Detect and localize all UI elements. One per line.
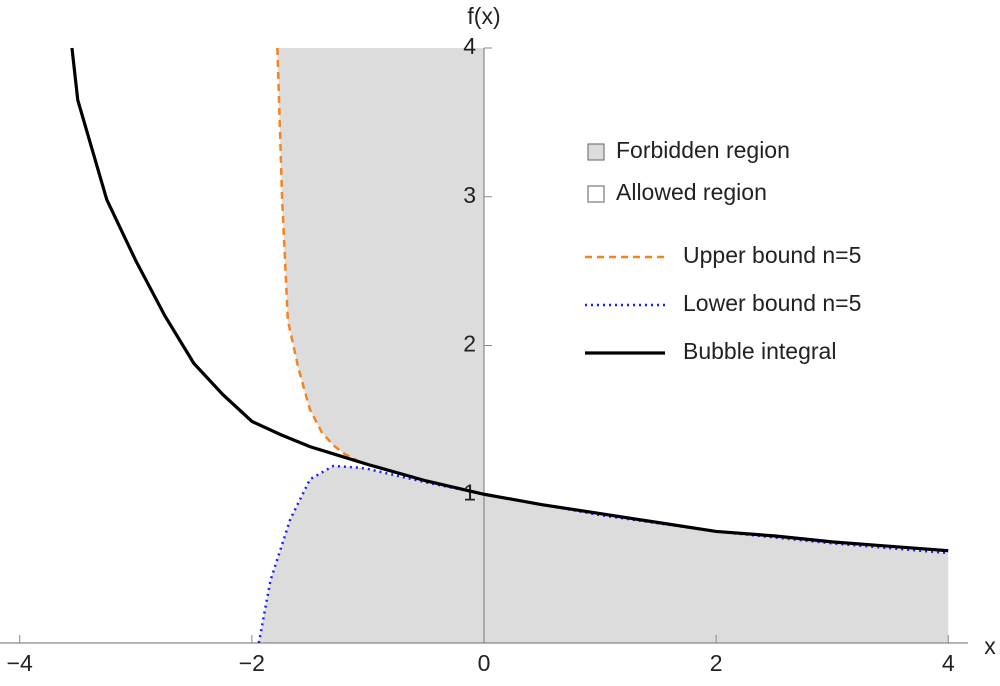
- legend-label: Allowed region: [616, 179, 767, 205]
- x-axis-label: x: [984, 633, 996, 659]
- legend-label: Forbidden region: [616, 137, 790, 163]
- region-layer: [258, 48, 949, 643]
- x-tick-label: 0: [478, 650, 491, 676]
- y-tick-label: 3: [463, 182, 476, 208]
- series-line: [70, 47, 949, 553]
- series-line: [276, 47, 357, 462]
- x-tick-label: 2: [710, 650, 723, 676]
- legend-label: Bubble integral: [683, 338, 836, 364]
- forbidden-region: [277, 48, 484, 495]
- y-tick-label: 4: [463, 33, 476, 59]
- forbidden-region: [258, 465, 949, 643]
- x-tick-label: −4: [7, 650, 33, 676]
- x-tick-label: 4: [942, 650, 955, 676]
- x-tick-label: −2: [239, 650, 265, 676]
- legend-label: Upper bound n=5: [683, 242, 861, 268]
- legend-swatch: [587, 185, 605, 203]
- legend-swatch: [587, 143, 605, 161]
- y-tick-label: 2: [463, 331, 476, 357]
- legend-label: Lower bound n=5: [683, 290, 861, 316]
- y-axis-label: f(x): [467, 3, 500, 29]
